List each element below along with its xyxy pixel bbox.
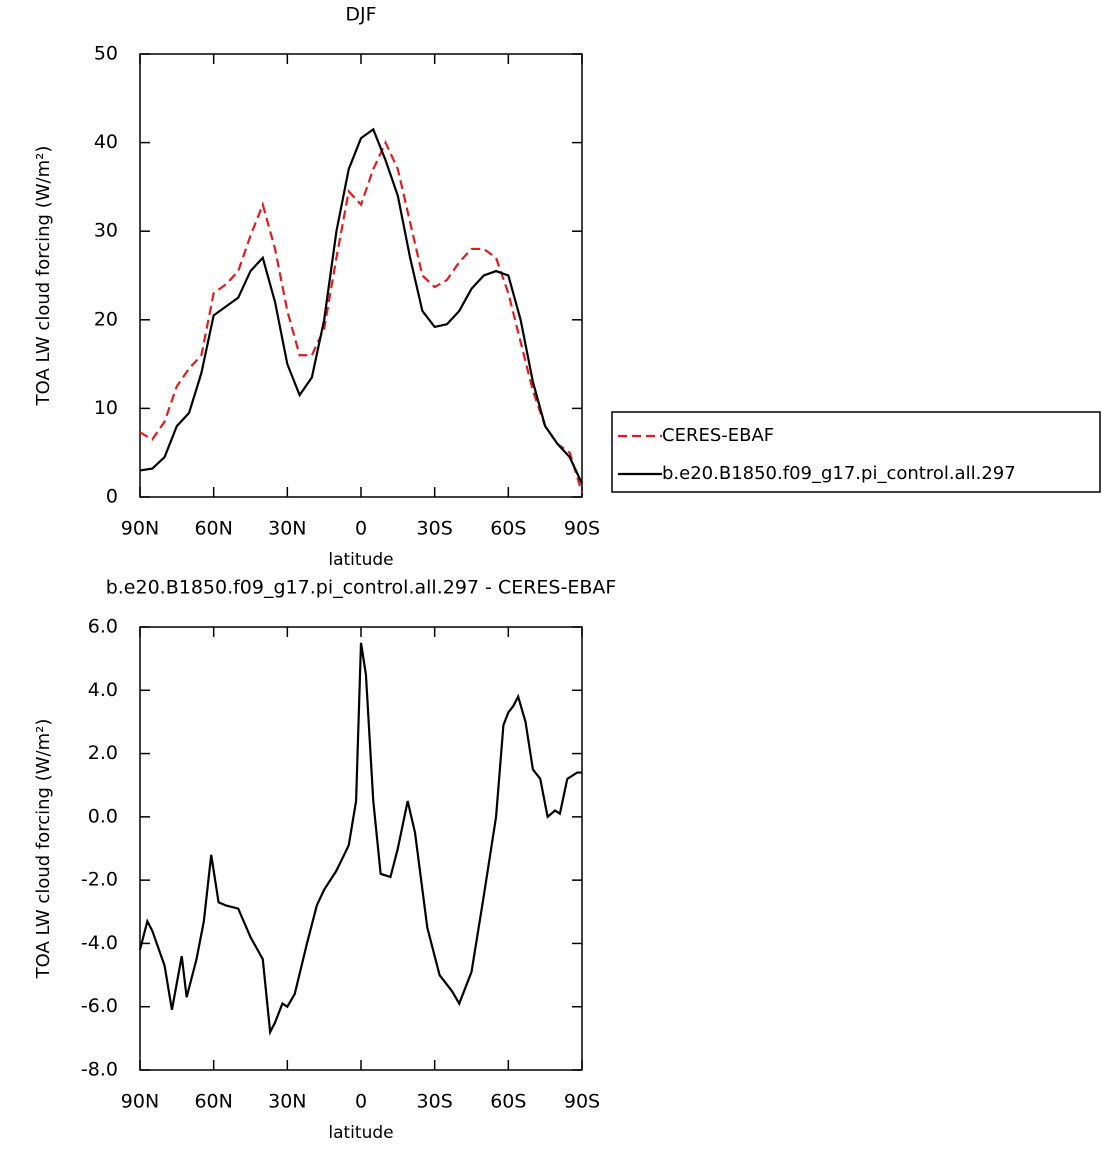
x-tick-label: 90N [121,518,159,540]
y-tick-label: 40 [94,131,118,153]
x-tick-label: 90S [564,518,600,540]
y-tick-label: 4.0 [88,679,118,701]
x-tick-label: 60S [490,518,526,540]
data-line [138,642,582,1036]
legend-label: CERES-EBAF [662,425,774,446]
x-tick-label: 0 [355,1091,367,1113]
data-line [139,127,583,485]
y-tick-label: 30 [94,220,118,242]
y-tick-label: -8.0 [81,1059,118,1081]
x-tick-label: 30N [268,1091,306,1113]
y-axis-label: TOA LW cloud forcing (W/m²) [33,719,54,980]
chart-title: b.e20.B1850.f09_g17.pi_control.all.297 -… [106,577,617,599]
y-tick-label: 0.0 [88,805,118,827]
x-tick-label: 60N [194,1091,232,1113]
x-tick-label: 30S [417,1091,453,1113]
y-tick-label: 50 [94,43,118,65]
x-tick-label: 30N [268,518,306,540]
x-tick-label: 30S [417,518,453,540]
data-line [139,139,584,493]
y-tick-label: 6.0 [88,616,118,638]
legend-label: b.e20.B1850.f09_g17.pi_control.all.297 [662,463,1016,484]
x-axis-label: latitude [328,1123,393,1143]
x-axis-label: latitude [328,550,393,570]
y-tick-label: -6.0 [81,995,118,1017]
x-tick-label: 0 [355,518,367,540]
y-tick-label: 20 [94,308,118,330]
x-tick-label: 60N [194,518,232,540]
x-tick-label: 90N [121,1091,159,1113]
y-tick-label: 0 [106,486,118,508]
x-tick-label: 90S [564,1091,600,1113]
chart-title: DJF [345,4,376,26]
legend-box [611,411,1101,493]
y-tick-label: 10 [94,397,118,419]
y-tick-label: 2.0 [88,742,118,764]
y-tick-label: -4.0 [81,932,118,954]
x-tick-label: 60S [490,1091,526,1113]
y-tick-label: -2.0 [81,869,118,891]
plot-frame [139,53,583,498]
y-axis-label: TOA LW cloud forcing (W/m²) [33,146,54,407]
plot-frame [139,626,583,1071]
